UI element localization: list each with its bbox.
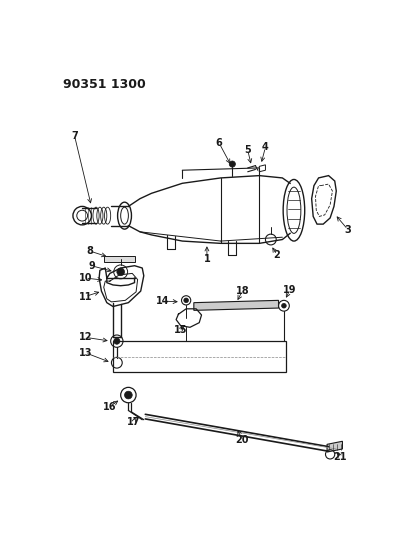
- Circle shape: [114, 338, 120, 344]
- Polygon shape: [104, 256, 135, 262]
- Text: 17: 17: [127, 417, 141, 427]
- Text: 5: 5: [244, 145, 251, 155]
- Circle shape: [282, 303, 286, 308]
- Circle shape: [229, 161, 235, 167]
- Text: 21: 21: [333, 451, 347, 462]
- Text: 11: 11: [79, 292, 92, 302]
- Text: 16: 16: [103, 401, 116, 411]
- Text: 6: 6: [216, 138, 222, 148]
- Circle shape: [117, 268, 125, 276]
- Text: 15: 15: [174, 325, 187, 335]
- Text: 20: 20: [236, 435, 249, 445]
- Text: 4: 4: [262, 142, 269, 152]
- Circle shape: [125, 391, 132, 399]
- Text: 19: 19: [283, 285, 297, 295]
- Text: 7: 7: [71, 131, 78, 141]
- Circle shape: [184, 298, 189, 303]
- Text: 90351 1300: 90351 1300: [63, 78, 145, 91]
- Polygon shape: [194, 301, 278, 310]
- Text: 8: 8: [87, 246, 93, 256]
- Text: 10: 10: [79, 273, 92, 283]
- Polygon shape: [327, 441, 343, 452]
- Text: 13: 13: [79, 348, 92, 358]
- Text: 9: 9: [88, 261, 95, 271]
- Text: 2: 2: [274, 250, 280, 260]
- Text: 14: 14: [156, 296, 170, 306]
- Text: 12: 12: [79, 332, 92, 342]
- Text: 3: 3: [345, 224, 351, 235]
- Text: 18: 18: [235, 286, 249, 296]
- Text: 1: 1: [204, 254, 210, 264]
